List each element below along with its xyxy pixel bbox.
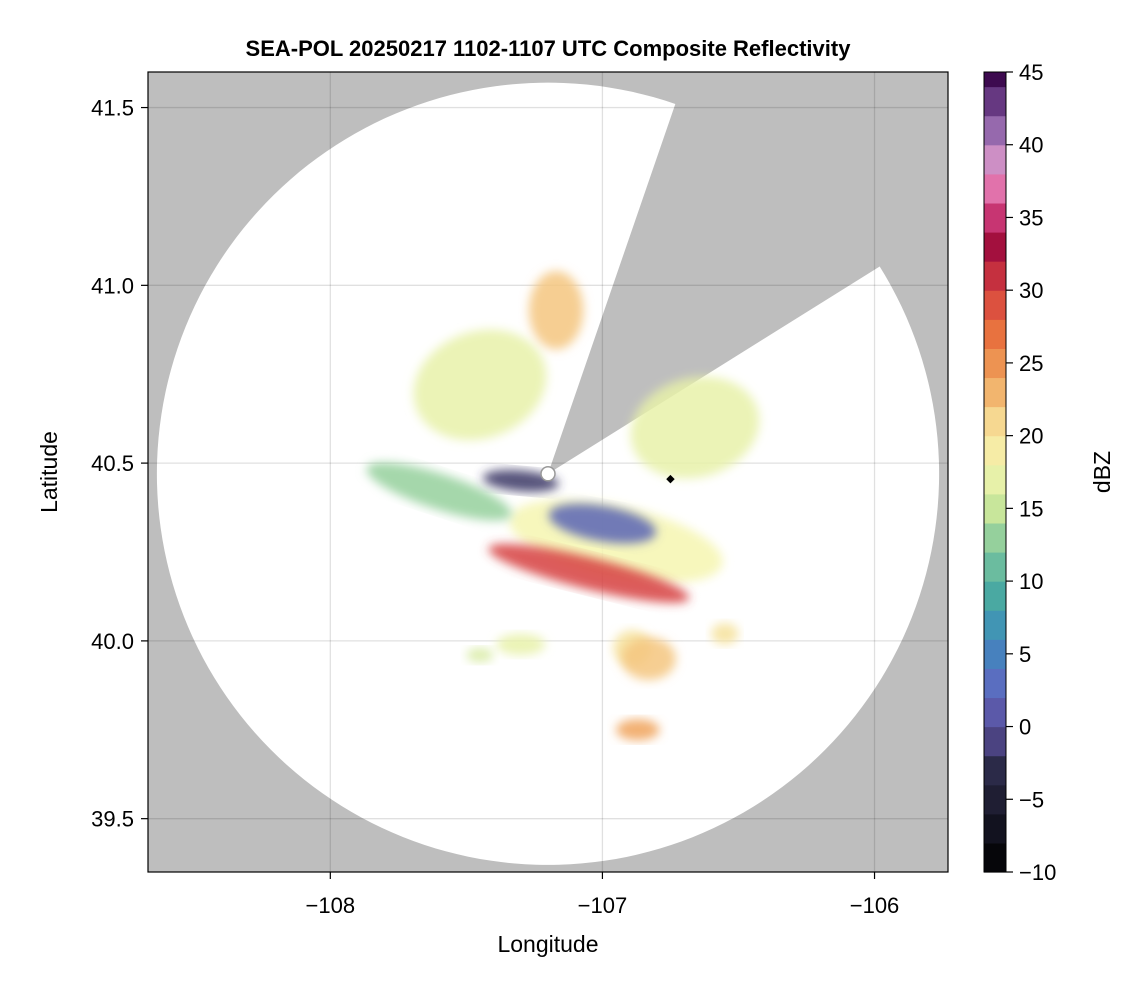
echo-region-south-cell-5 bbox=[466, 648, 494, 663]
colorbar-tick-label: 30 bbox=[1019, 278, 1043, 303]
colorbar-tick-label: 15 bbox=[1019, 496, 1043, 521]
y-tick-label: 39.5 bbox=[91, 807, 134, 832]
echo-region-south-cell-2 bbox=[621, 637, 676, 681]
colorbar-tick-label: 5 bbox=[1019, 642, 1031, 667]
colorbar-tick-label: 25 bbox=[1019, 351, 1043, 376]
colorbar-segment bbox=[984, 144, 1006, 175]
colorbar-segment bbox=[984, 202, 1006, 233]
y-tick-label: 40.0 bbox=[91, 629, 134, 654]
colorbar-segment bbox=[984, 115, 1006, 146]
colorbar-segment bbox=[984, 842, 1006, 873]
colorbar-segment bbox=[984, 522, 1006, 553]
radar-site-marker bbox=[540, 466, 556, 482]
colorbar-tick-label: 20 bbox=[1019, 424, 1043, 449]
colorbar-tick-label: 10 bbox=[1019, 569, 1043, 594]
colorbar-segment bbox=[984, 610, 1006, 640]
echo-region-northeast-sector bbox=[630, 376, 760, 479]
plot-area bbox=[148, 72, 948, 872]
colorbar bbox=[983, 71, 1007, 873]
colorbar-segment bbox=[984, 319, 1006, 349]
colorbar-segment bbox=[984, 72, 1006, 88]
colorbar-segment bbox=[984, 290, 1006, 320]
echo-region-south-cell-6 bbox=[711, 623, 739, 645]
echo-regions bbox=[366, 271, 760, 741]
colorbar-segment bbox=[984, 668, 1006, 699]
y-tick-label: 41.5 bbox=[91, 96, 134, 121]
echo-region-near-radar-patch bbox=[482, 469, 559, 493]
echo-region-west-arm bbox=[366, 462, 512, 521]
y-tick-label: 41.0 bbox=[91, 273, 134, 298]
echo-region-south-cell-4 bbox=[616, 719, 660, 741]
colorbar-segment bbox=[984, 755, 1006, 786]
colorbar-segment bbox=[984, 464, 1006, 495]
y-axis-ticks: 39.5 40.0 40.5 41.0 41.5 bbox=[91, 96, 148, 832]
echo-region-north-cluster bbox=[528, 271, 584, 350]
chart-title: SEA-POL 20250217 1102-1107 UTC Composite… bbox=[246, 36, 852, 61]
echo-region-south-cell-3 bbox=[496, 633, 546, 656]
colorbar-tick-label: 0 bbox=[1019, 715, 1031, 740]
plot-frame bbox=[147, 71, 949, 873]
colorbar-label: dBZ bbox=[1089, 451, 1115, 493]
x-axis-ticks: −108 −107 −106 bbox=[306, 872, 900, 918]
x-tick-label: −106 bbox=[850, 893, 900, 918]
y-axis-label: Latitude bbox=[36, 431, 62, 513]
colorbar-segment bbox=[984, 173, 1006, 204]
colorbar-segment bbox=[984, 581, 1006, 611]
colorbar-segment bbox=[984, 726, 1006, 757]
colorbar-segment bbox=[984, 348, 1006, 379]
colorbar-tick-label: −10 bbox=[1019, 860, 1056, 885]
colorbar-segment bbox=[984, 697, 1006, 728]
echo-region-nw-sector bbox=[413, 329, 547, 441]
colorbar-segment bbox=[984, 784, 1006, 815]
echo-region-low-echo-patch bbox=[548, 503, 657, 544]
colorbar-segment bbox=[984, 406, 1006, 437]
colorbar-tick-label: 45 bbox=[1019, 60, 1043, 85]
x-tick-label: −107 bbox=[578, 893, 628, 918]
colorbar-tick-label: 35 bbox=[1019, 205, 1043, 230]
colorbar-segment bbox=[984, 261, 1006, 291]
colorbar-segment bbox=[984, 813, 1006, 844]
colorbar-segment bbox=[984, 435, 1006, 466]
echo-region-core-band bbox=[488, 543, 690, 603]
colorbar-segment bbox=[984, 639, 1006, 669]
diamond-marker bbox=[666, 474, 675, 484]
colorbar-tick-label: −5 bbox=[1019, 787, 1044, 812]
colorbar-segment bbox=[984, 232, 1006, 262]
y-tick-label: 40.5 bbox=[91, 451, 134, 476]
colorbar-ticks: −10 −5 0 5 10 15 20 25 30 35 40 45 bbox=[1006, 60, 1056, 885]
x-tick-label: −108 bbox=[306, 893, 356, 918]
colorbar-segment bbox=[984, 86, 1006, 117]
grid-lines bbox=[148, 72, 948, 872]
x-axis-label: Longitude bbox=[497, 931, 598, 957]
colorbar-segment bbox=[984, 493, 1006, 524]
colorbar-segment bbox=[984, 552, 1006, 582]
colorbar-tick-label: 40 bbox=[1019, 133, 1043, 158]
colorbar-segment bbox=[984, 377, 1006, 408]
colorbar-frame bbox=[983, 71, 1007, 873]
